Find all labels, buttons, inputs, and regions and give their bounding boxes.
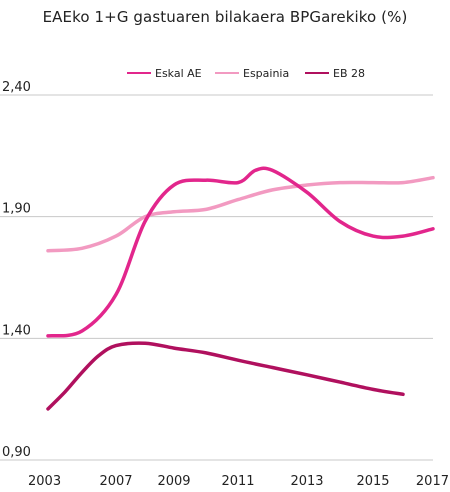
series-line-espainia (46, 175, 435, 253)
series-line-eskal-ae (46, 166, 435, 338)
y-tick-label: 2,40 (2, 80, 31, 95)
x-tick-label: 2009 (157, 474, 190, 489)
legend: Eskal AE Espainia EB 28 (127, 67, 365, 80)
y-tick-label: 1,40 (2, 323, 31, 338)
grid-lines (0, 94, 433, 461)
y-tick-label: 1,90 (2, 202, 31, 217)
chart-title: EAEko 1+G gastuaren bilakaera BPGarekiko… (42, 8, 408, 26)
x-tick-label: 2017 (416, 474, 449, 489)
series-line-eb-28 (46, 341, 405, 411)
x-tick-label: 2003 (28, 474, 61, 489)
legend-label: Eskal AE (155, 67, 202, 80)
series-lines (46, 166, 435, 411)
y-tick-label: 0,90 (2, 445, 31, 460)
x-tick-label: 2013 (290, 474, 323, 489)
x-tick-label: 2015 (356, 474, 389, 489)
legend-label: Espainia (243, 67, 289, 80)
x-tick-label: 2007 (99, 474, 132, 489)
x-tick-label: 2011 (221, 474, 254, 489)
legend-label: EB 28 (333, 67, 365, 80)
axis-labels: 0,90 1,40 1,90 2,40 2003 2007 2009 2011 2013 2015… (2, 80, 449, 489)
